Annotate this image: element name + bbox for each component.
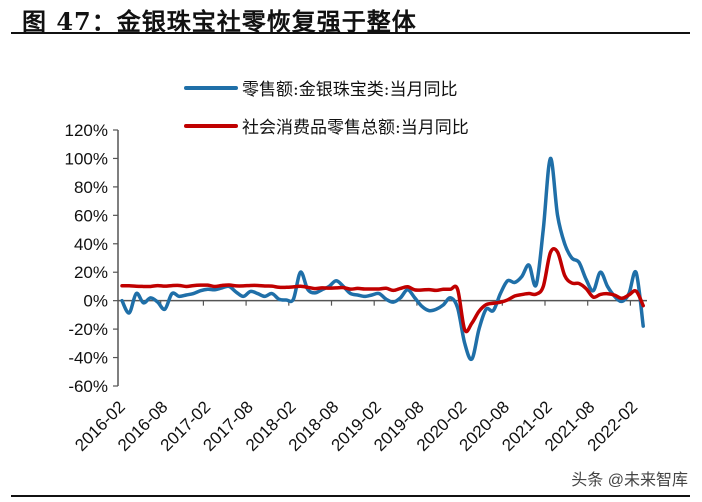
figure-title: 图 47：金银珠宝社零恢复强于整体: [22, 7, 417, 36]
series-line-total-retail: [120, 247, 645, 334]
y-tick-label: 100%: [65, 149, 108, 168]
series-lines: [120, 156, 645, 362]
y-tick-label: -60%: [68, 377, 108, 396]
y-tick-label: 60%: [74, 206, 108, 225]
y-tick-label: 0%: [83, 292, 108, 311]
y-tick-label: 40%: [74, 235, 108, 254]
top-divider: [11, 32, 690, 34]
y-tick-label: 120%: [65, 121, 108, 140]
bottom-divider: [11, 495, 690, 497]
watermark: 头条 @未来智库: [571, 472, 688, 489]
series-line-gold-jewelry: [120, 156, 645, 362]
y-tick-label: -20%: [68, 320, 108, 339]
y-tick-label: 20%: [74, 263, 108, 282]
y-tick-label: -40%: [68, 349, 108, 368]
legend-label: 零售额:金银珠宝类:当月同比: [242, 80, 457, 100]
legend-label: 社会消费品零售总额:当月同比: [242, 118, 469, 138]
y-tick-label: 80%: [74, 178, 108, 197]
